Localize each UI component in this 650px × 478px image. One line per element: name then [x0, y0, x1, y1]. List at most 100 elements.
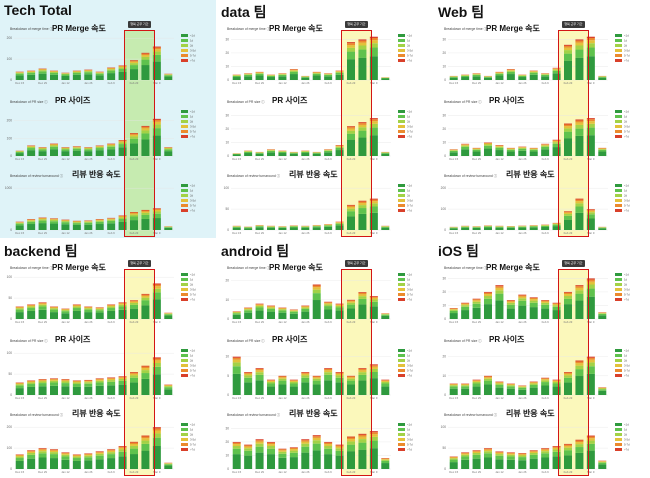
legend-label: >7d [407, 59, 412, 63]
bar-segment [335, 307, 344, 311]
bar-segment [472, 450, 481, 452]
bar-segment [506, 453, 515, 455]
bar-segment [84, 151, 93, 156]
bar-segment [461, 75, 470, 76]
legend-swatch [181, 349, 188, 352]
bar-segment [50, 309, 58, 313]
bar-segment [369, 123, 378, 128]
legend-swatch [615, 39, 622, 42]
section-small-label: Breakdown of review turnaround ⓘ [227, 413, 281, 417]
bar-segment [38, 309, 47, 319]
bar-segment [552, 449, 561, 452]
legend-label: <1d [407, 184, 412, 188]
bar-segment [541, 377, 550, 379]
bar-segment [244, 312, 253, 319]
bar-segment [15, 383, 24, 385]
bar-segment [289, 311, 298, 314]
bar-segment [484, 77, 492, 80]
bar-segment [130, 60, 138, 61]
bar-segment [27, 381, 36, 383]
y-tick-label: 0 [444, 154, 446, 158]
bar-segment [312, 440, 321, 444]
y-tick-label: 50 [8, 296, 12, 300]
bar-segment [541, 379, 550, 381]
bar-segment [347, 437, 355, 440]
bar-segment [152, 363, 161, 367]
legend-swatch [615, 298, 622, 301]
legend-swatch [615, 189, 622, 192]
bar-segment [312, 73, 321, 76]
legend-swatch [398, 288, 405, 291]
bar-segment [118, 66, 127, 68]
bar-segment [461, 146, 470, 150]
highlight-band [124, 30, 156, 237]
bar-segment [84, 306, 93, 308]
bar-segment [358, 57, 367, 80]
panel-1: data 팀 행복 근무 기간 Breakdown of merge time ⓘ P… [217, 0, 433, 238]
bar-segment [358, 296, 367, 299]
bar-segment [118, 71, 127, 80]
legend-swatch [398, 110, 405, 113]
panel-title: data 팀 [221, 4, 267, 20]
bar-segment [278, 309, 287, 311]
bar-segment [141, 450, 150, 469]
bar-segment [529, 72, 538, 75]
bar-segment [506, 385, 515, 387]
bar-segment [552, 446, 561, 448]
bar-segment [84, 381, 93, 383]
bar-segment [358, 292, 367, 293]
legend-swatch [181, 448, 188, 451]
bar-segment [107, 454, 116, 459]
bar-segment [232, 314, 241, 319]
highlight-outline [341, 30, 373, 237]
bar-segment [130, 60, 138, 62]
section-title: 리뷰 반응 속도 [289, 409, 338, 418]
bar-segment [107, 306, 116, 309]
section-merge: Breakdown of merge time ⓘ PR Merge 속도 0 50 1… [0, 261, 216, 333]
bar-segment [358, 127, 367, 131]
bar-segment [84, 71, 93, 73]
legend-swatch [615, 59, 622, 62]
bar-segment [472, 454, 481, 459]
bar-segment [552, 226, 561, 230]
bar-segment [484, 298, 492, 305]
x-tick-label: Dec 15 [232, 320, 241, 324]
legend-swatch [398, 278, 405, 281]
bar-segment [38, 73, 47, 80]
bar-segment [347, 436, 355, 438]
bar-segment [564, 53, 572, 61]
bar-segment [164, 465, 173, 469]
x-tick-label: Jan 26 [84, 157, 93, 161]
bar-segment [461, 149, 470, 156]
bar-segment [598, 149, 607, 152]
bar-segment [495, 286, 504, 288]
legend-swatch [615, 443, 622, 446]
legend-label: 5-7d [624, 130, 630, 134]
bar-segment [278, 377, 287, 379]
bar-segment [506, 302, 515, 305]
bar-segment [564, 445, 572, 448]
bar-segment [152, 49, 161, 52]
x-tick-label: Dec 15 [15, 396, 24, 400]
bar-segment [72, 454, 81, 456]
bar-segment [484, 292, 492, 295]
bar-segment [461, 304, 470, 306]
x-tick-label: Dec 15 [15, 81, 24, 85]
bar-segment [38, 303, 47, 305]
bar-segment [15, 222, 24, 223]
bar-segment [472, 74, 481, 75]
x-tick-label: Dec 15 [449, 470, 458, 474]
bar-segment [118, 65, 127, 67]
bar-segment [506, 456, 515, 460]
bar-segment [472, 453, 481, 455]
section-size: Breakdown of PR size ⓘ PR 사이즈 0 100 200 Dec 1… [0, 96, 216, 170]
bar-segment [289, 383, 298, 387]
bar-segment [312, 153, 321, 156]
bar-segment [278, 153, 287, 156]
bar-segment [518, 386, 527, 388]
bar-segment [564, 60, 572, 80]
bar-segment [472, 227, 481, 228]
bar-segment [369, 135, 378, 156]
bar-segment [38, 70, 47, 72]
